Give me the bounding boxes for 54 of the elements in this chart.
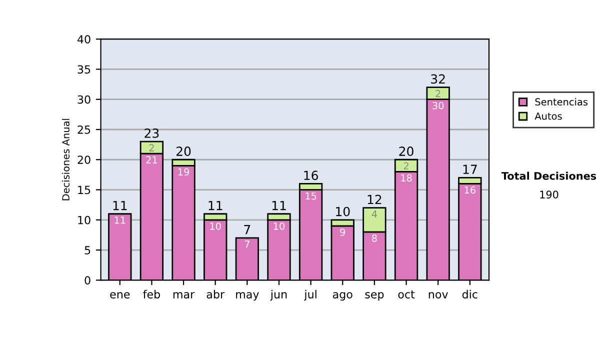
data-label: 4: [372, 210, 377, 218]
total-label: 16: [304, 170, 318, 180]
total-label: 10: [336, 206, 350, 216]
y-tick-label: 25: [78, 125, 90, 134]
data-label: 10: [210, 222, 221, 230]
data-label: 16: [464, 186, 476, 194]
y-tick-label: 20: [78, 156, 90, 164]
y-axis-title: Decisiones Anual: [62, 118, 70, 200]
x-tick-label: abr: [206, 290, 225, 298]
y-tick-label: 30: [78, 95, 90, 104]
x-tick-label: nov: [428, 292, 448, 298]
total-label: 20: [176, 146, 191, 156]
data-label: 15: [306, 192, 316, 200]
x-tick-label: feb: [143, 290, 160, 298]
total-label: 32: [431, 74, 445, 84]
data-label: 2: [436, 90, 440, 98]
x-tick-label: ene: [110, 292, 130, 298]
x-tick-label: mar: [173, 292, 195, 298]
data-label: 2: [404, 162, 408, 170]
total-label: 11: [113, 200, 127, 210]
data-label: 11: [114, 216, 126, 224]
total-label: 7: [244, 225, 250, 234]
y-tick-label: 40: [77, 35, 90, 44]
y-tick-label: 10: [78, 216, 90, 224]
x-tick-label: jul: [304, 290, 316, 301]
x-tick-label: sep: [365, 292, 384, 301]
total-label: 23: [144, 128, 159, 138]
total-label: 11: [208, 200, 222, 210]
text: Total Decisiones: [501, 172, 596, 180]
x-tick-label: jun: [270, 290, 287, 301]
y-tick-label: 5: [84, 246, 90, 254]
x-tick-label: may: [236, 292, 259, 301]
x-tick-label: ago: [332, 292, 352, 301]
data-label: 2: [149, 144, 154, 152]
text: 190: [540, 190, 558, 199]
data-label: 9: [340, 228, 346, 236]
data-label: 8: [372, 234, 377, 242]
data-label: 19: [178, 168, 190, 176]
data-label: 10: [274, 222, 285, 230]
x-tick-label: dic: [462, 290, 478, 298]
total-label: 17: [463, 164, 477, 174]
y-tick-label: 0: [84, 276, 90, 285]
data-label: 7: [244, 240, 250, 248]
data-label: 21: [146, 156, 157, 164]
legend-label: Autos: [534, 112, 562, 120]
legend-label: Sentencias: [535, 98, 588, 106]
total-label: 11: [272, 200, 286, 210]
total-label: 20: [399, 146, 414, 156]
x-tick-label: oct: [398, 290, 415, 298]
y-tick-label: 15: [78, 186, 90, 194]
data-label: 30: [432, 102, 444, 110]
y-tick-label: 35: [78, 65, 90, 74]
total-label: 12: [368, 194, 382, 204]
data-label: 18: [401, 174, 412, 182]
